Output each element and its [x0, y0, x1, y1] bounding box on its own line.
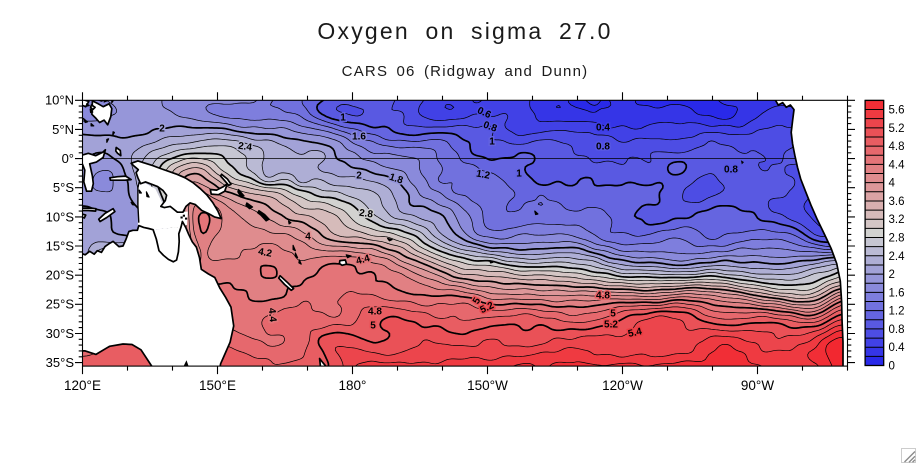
svg-text:30°S: 30°S [46, 326, 75, 341]
svg-text:4.4: 4.4 [355, 253, 372, 267]
svg-text:5.4: 5.4 [627, 326, 643, 340]
svg-text:150°W: 150°W [467, 378, 508, 393]
svg-text:5: 5 [610, 309, 616, 320]
svg-text:10°N: 10°N [45, 93, 74, 108]
svg-text:0.8: 0.8 [889, 324, 905, 336]
svg-text:1.6: 1.6 [889, 287, 905, 299]
svg-text:4.4: 4.4 [266, 308, 278, 323]
svg-text:0.8: 0.8 [724, 165, 738, 176]
svg-text:Oxygen on sigma 27.0: Oxygen on sigma 27.0 [317, 18, 612, 44]
svg-text:0°: 0° [62, 151, 74, 166]
svg-text:90°W: 90°W [741, 378, 774, 393]
svg-text:5.6: 5.6 [889, 105, 905, 117]
svg-text:4.8: 4.8 [596, 291, 610, 302]
svg-text:2: 2 [356, 171, 362, 182]
svg-text:1.2: 1.2 [475, 169, 491, 182]
svg-text:4.4: 4.4 [889, 159, 906, 171]
svg-text:10°S: 10°S [46, 209, 75, 224]
svg-text:4.2: 4.2 [257, 247, 273, 260]
svg-text:2: 2 [889, 269, 895, 281]
svg-text:4.8: 4.8 [368, 307, 382, 318]
svg-text:180°: 180° [339, 378, 367, 393]
svg-text:3.6: 3.6 [889, 196, 905, 208]
svg-text:5°S: 5°S [53, 180, 74, 195]
svg-text:2.8: 2.8 [889, 233, 905, 245]
svg-text:2: 2 [159, 124, 165, 135]
svg-text:120°E: 120°E [64, 378, 101, 393]
svg-text:2.8: 2.8 [358, 208, 374, 221]
svg-text:0.4: 0.4 [889, 342, 906, 354]
svg-text:5: 5 [370, 321, 376, 332]
svg-text:3.2: 3.2 [889, 214, 905, 226]
svg-text:0: 0 [889, 361, 895, 373]
svg-text:1.2: 1.2 [889, 306, 905, 318]
svg-text:15°S: 15°S [46, 238, 75, 253]
svg-text:150°E: 150°E [199, 378, 236, 393]
svg-text:4.8: 4.8 [889, 141, 905, 153]
svg-text:CARS 06 (Ridgway and Dunn): CARS 06 (Ridgway and Dunn) [342, 63, 589, 80]
svg-text:5.2: 5.2 [604, 320, 618, 331]
svg-text:20°S: 20°S [46, 268, 75, 283]
svg-text:120°W: 120°W [602, 378, 643, 393]
svg-text:4: 4 [305, 232, 311, 243]
svg-text:5°N: 5°N [52, 122, 74, 137]
svg-text:35°S: 35°S [46, 355, 75, 370]
svg-text:1.6: 1.6 [352, 132, 366, 143]
svg-text:1: 1 [489, 137, 495, 148]
svg-text:2.4: 2.4 [889, 251, 906, 263]
svg-text:2.4: 2.4 [237, 141, 253, 154]
svg-text:0.4: 0.4 [596, 123, 610, 134]
svg-text:0.8: 0.8 [596, 142, 610, 153]
svg-text:25°S: 25°S [46, 297, 75, 312]
svg-text:1: 1 [340, 113, 346, 124]
svg-text:1: 1 [516, 169, 522, 180]
svg-text:5.2: 5.2 [889, 123, 905, 135]
svg-text:4: 4 [889, 178, 896, 190]
